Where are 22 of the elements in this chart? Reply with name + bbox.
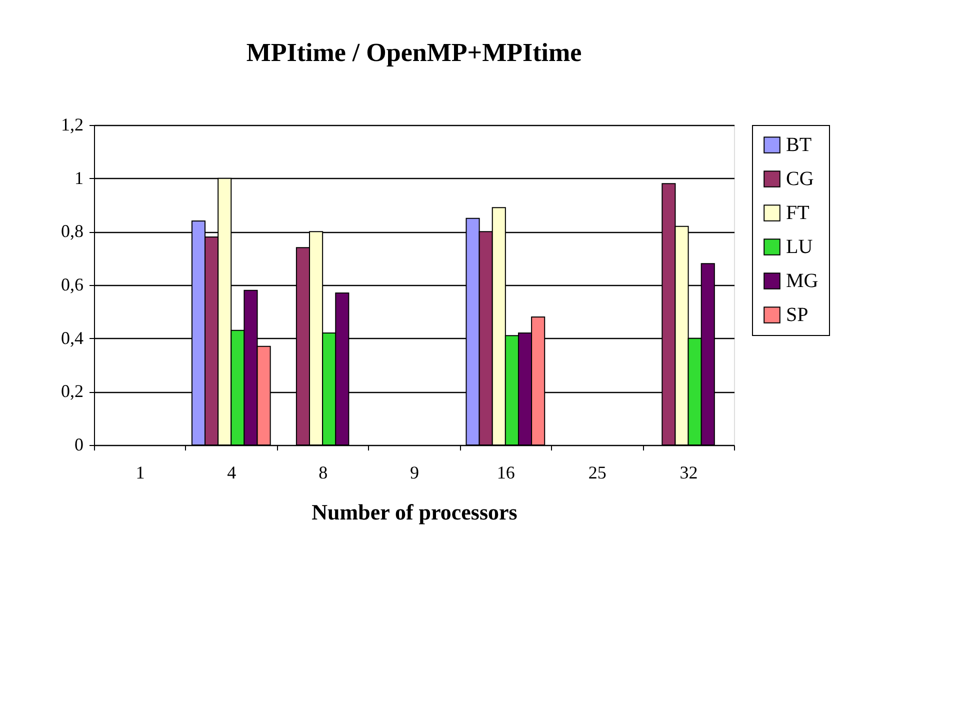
y-tick-label: 0,4 (61, 328, 84, 348)
x-tick-label: 1 (136, 462, 145, 482)
legend-label: FT (786, 202, 810, 224)
y-tick-label: 0,6 (61, 274, 84, 294)
legend-label: SP (786, 304, 808, 326)
legend-label: BT (786, 134, 812, 156)
legend-label: MG (786, 270, 818, 292)
x-tick-label: 4 (227, 462, 236, 482)
x-tick-label: 32 (680, 462, 698, 482)
x-tick-label: 16 (496, 462, 515, 482)
legend-label: CG (786, 168, 814, 190)
y-tick-label: 1 (74, 168, 84, 188)
x-tick-label: 8 (318, 462, 328, 482)
y-tick-label: 1,2 (61, 114, 84, 134)
chart-title: MPItime / OpenMP+MPItime (246, 38, 582, 67)
x-tick-label: 25 (588, 462, 606, 482)
x-tick-label: 9 (410, 462, 419, 482)
x-axis-title: Number of processors (312, 500, 518, 524)
y-tick-label: 0,8 (61, 221, 84, 242)
y-tick-label: 0,2 (61, 381, 84, 402)
legend-label: LU (786, 236, 814, 258)
y-tick-label: 0 (74, 434, 84, 454)
